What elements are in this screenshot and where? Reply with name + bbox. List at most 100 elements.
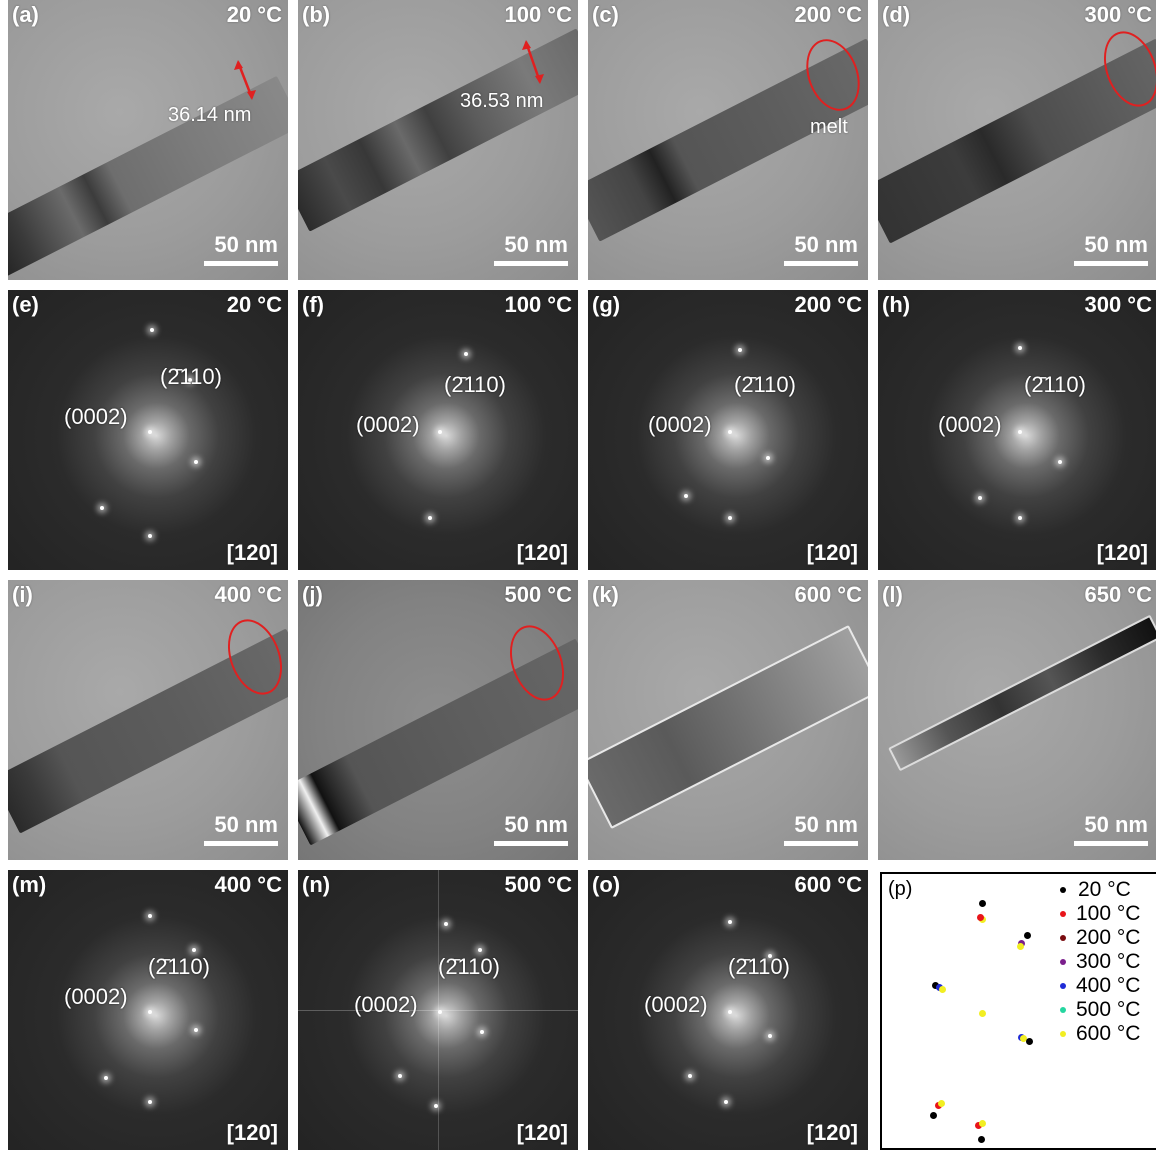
plane-label-2110: (2̄110) [438,954,500,979]
diffraction-spot [766,456,770,460]
scale-bar-label: 50 nm [1084,812,1148,837]
panel-tag: (p) [888,878,913,900]
zone-axis-label: [120] [516,540,568,565]
width-measurement: 36.53 nm [460,90,544,112]
spot-20C [932,982,939,989]
panel-tag: (b) [302,2,331,27]
plane-label-2110: (2̄110) [160,364,222,389]
diffraction-spot [188,378,192,382]
panel-tag: (e) [12,292,39,317]
panel-tag: (a) [12,2,39,27]
diffraction-spot [428,516,432,520]
panel-tag: (i) [12,582,33,607]
diffraction-spot [480,1030,484,1034]
spot-600C [1020,1035,1027,1042]
scale-bar [784,261,858,266]
temperature-label: 200 °C [794,2,862,27]
diffraction-spot [148,1100,152,1104]
legend-label: 300 °C [1076,950,1141,973]
panel-f: (0002) (2̄110) (f) 100 °C [120] [298,290,578,570]
scale-bar [494,841,568,846]
scale-bar [1074,841,1148,846]
temperature-label: 650 °C [1084,582,1152,607]
diffraction-spot [1018,346,1022,350]
temperature-label: 400 °C [214,582,282,607]
diffraction-spot [148,914,152,918]
temperature-label: 100 °C [504,2,572,27]
scale-bar-label: 50 nm [214,812,278,837]
panel-b: (b) 100 °C 36.53 nm 50 nm [298,0,578,280]
panel-p: (p) 20 °C 100 °C 200 °C 300 °C 400 °C 50… [880,872,1156,1150]
zone-axis-label: [120] [226,1120,278,1145]
plane-label-2110: (2̄110) [728,954,790,979]
spot-600C [979,1120,986,1127]
legend-label: 100 °C [1076,902,1141,925]
spot-20C [930,1112,937,1119]
temperature-label: 500 °C [504,872,572,897]
spot-20C [978,1136,985,1143]
legend-marker [1060,935,1066,941]
diffraction-spot [434,1104,438,1108]
width-arrow [234,60,256,100]
zone-axis-label: [120] [516,1120,568,1145]
temperature-label: 200 °C [794,292,862,317]
diffraction-spot [768,954,772,958]
panel-c: melt (c) 200 °C 50 nm [588,0,868,280]
spot-100C [977,914,984,921]
scale-bar [494,261,568,266]
diffraction-spot [684,494,688,498]
diffraction-spot [738,348,742,352]
panel-m: (0002) (2̄110) (m) 400 °C [120] [8,870,288,1150]
spot-20C [1026,1038,1033,1045]
legend-marker [1060,959,1066,965]
temperature-label: 20 °C [226,292,282,317]
width-measurement: 36.14 nm [168,104,252,126]
plane-label-0002: (0002) [64,984,128,1009]
plane-label-2110: (2̄110) [1024,372,1086,397]
legend-label: 600 °C [1076,1022,1141,1045]
spot-600C [939,986,946,993]
width-arrow [522,40,544,84]
diffraction-spot [148,430,152,434]
diffraction-spot [724,1100,728,1104]
scale-bar-label: 50 nm [214,232,278,257]
panel-g: (0002) (2̄110) (g) 200 °C [120] [588,290,868,570]
temperature-label: 300 °C [1084,292,1152,317]
panel-tag: (g) [592,292,621,317]
plane-label-0002: (0002) [64,404,128,429]
panel-tag: (j) [302,582,323,607]
diffraction-spot [150,328,154,332]
panel-tag: (f) [302,292,324,317]
panel-h: (0002) (2̄110) (h) 300 °C [120] [878,290,1156,570]
diffraction-spot [1058,460,1062,464]
panel-e: (0002) (2̄110) (e) 20 °C [120] [8,290,288,570]
panel-j: (j) 500 °C 50 nm [298,580,578,860]
scale-bar [1074,261,1148,266]
melt-label: melt [810,116,848,138]
legend-marker [1060,1007,1066,1013]
legend: 20 °C 100 °C 200 °C 300 °C 400 °C 500 °C… [1056,878,1156,1048]
panel-a: (a) 20 °C 36.14 nm 50 nm [8,0,288,280]
spot-600C [938,1100,945,1107]
panel-i: (i) 400 °C 50 nm [8,580,288,860]
legend-label: 400 °C [1076,974,1141,997]
diffraction-spot [1018,516,1022,520]
diffraction-spot [100,506,104,510]
scale-bar [784,841,858,846]
scale-bar-label: 50 nm [794,232,858,257]
legend-marker [1060,1031,1066,1037]
plane-label-0002: (0002) [644,992,708,1017]
diffraction-spot [148,1010,152,1014]
temperature-label: 600 °C [794,872,862,897]
panel-tag: (c) [592,2,619,27]
diffraction-spot [728,516,732,520]
temperature-label: 400 °C [214,872,282,897]
legend-marker [1060,983,1066,989]
diffraction-spot [192,948,196,952]
panel-l: (l) 650 °C 50 nm [878,580,1156,860]
diffraction-spot [728,1010,732,1014]
diffraction-spot [688,1074,692,1078]
plane-label-2110: (2̄110) [734,372,796,397]
legend-marker [1060,911,1066,917]
spot-600C [1017,943,1024,950]
